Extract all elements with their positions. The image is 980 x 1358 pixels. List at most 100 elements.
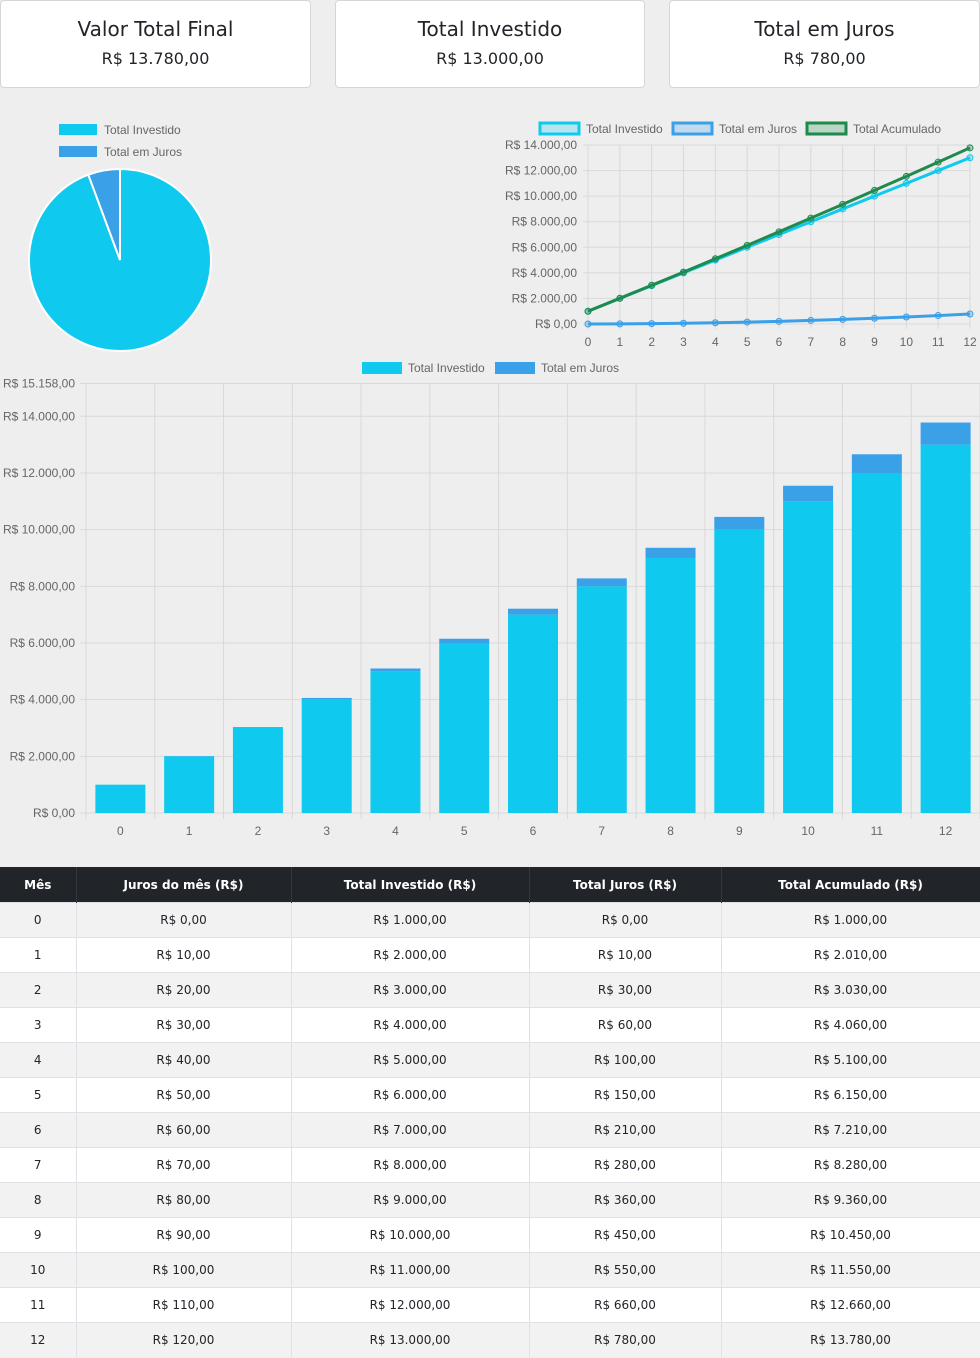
bar-x-tick-label: 6	[530, 824, 537, 838]
line-point	[648, 320, 656, 328]
table-cell: R$ 100,00	[76, 1252, 292, 1288]
table-cell: R$ 280,00	[529, 1147, 722, 1183]
table-cell: R$ 550,00	[529, 1252, 722, 1288]
table-cell: R$ 7.000,00	[291, 1112, 530, 1148]
bar-legend-label: Total em Juros	[541, 361, 619, 375]
table-cell: R$ 10,00	[529, 937, 722, 973]
table-cell: R$ 8.280,00	[721, 1147, 980, 1183]
line-x-tick-label: 1	[616, 335, 623, 349]
bar-segment-juros	[508, 608, 558, 615]
table-cell: R$ 100,00	[529, 1042, 722, 1078]
bar-segment-investido	[439, 642, 490, 813]
table-cell: R$ 2.000,00	[291, 937, 530, 973]
line-point	[839, 315, 847, 323]
bar-x-tick-label: 10	[801, 824, 815, 838]
bar-x-tick-label: 7	[598, 824, 605, 838]
table-cell: R$ 7.210,00	[721, 1112, 980, 1148]
summary-card-title: Valor Total Final	[77, 17, 234, 41]
line-legend-label: Total Investido	[586, 122, 663, 136]
bar-segment-investido	[576, 586, 627, 813]
table-cell: 9	[0, 1217, 77, 1253]
table-row: 11 R$ 110,00 R$ 12.000,00 R$ 660,00 R$ 12.66…	[0, 1287, 980, 1323]
line-point	[839, 200, 847, 208]
summary-card-value: R$ 13.780,00	[101, 49, 210, 68]
summary-card-value: R$ 780,00	[783, 49, 866, 68]
line-x-tick-label: 12	[963, 335, 977, 349]
bar-segment-investido	[370, 671, 421, 813]
bar-segment-investido	[714, 529, 765, 813]
pie-legend-swatch	[59, 124, 97, 135]
line-y-tick-label: R$ 12.000,00	[505, 164, 577, 178]
column-header-total-investido: Total Investido (R$)	[291, 867, 530, 903]
line-point	[584, 320, 592, 328]
bar-x-tick-label: 3	[323, 824, 330, 838]
table-cell: R$ 11.550,00	[721, 1252, 980, 1288]
table-row: 8 R$ 80,00 R$ 9.000,00 R$ 360,00 R$ 9.360,00	[0, 1182, 980, 1218]
table-cell: 10	[0, 1252, 77, 1288]
results-table: Mês Juros do mês (R$) Total Investido (R…	[0, 867, 980, 1357]
bar-segment-investido	[920, 444, 971, 813]
line-point	[616, 294, 624, 302]
table-row: 1 R$ 10,00 R$ 2.000,00 R$ 10,00 R$ 2.010,00	[0, 937, 980, 973]
table-cell: R$ 6.150,00	[721, 1077, 980, 1113]
table-cell: R$ 2.010,00	[721, 937, 980, 973]
bar-legend-label: Total Investido	[408, 361, 485, 375]
table-cell: R$ 1.000,00	[721, 902, 980, 938]
line-point	[966, 144, 974, 152]
summary-card-total-investido: Total Investido R$ 13.000,00	[335, 0, 645, 88]
table-cell: R$ 660,00	[529, 1287, 722, 1323]
table-cell: R$ 450,00	[529, 1217, 722, 1253]
line-x-tick-label: 2	[648, 335, 655, 349]
bar-segment-juros	[439, 638, 490, 643]
bar-x-tick-label: 8	[667, 824, 674, 838]
summary-card-total-final: Valor Total Final R$ 13.780,00	[0, 0, 311, 88]
table-cell: 11	[0, 1287, 77, 1323]
bar-segment-investido	[95, 784, 146, 813]
bar-y-tick-label: R$ 0,00	[33, 806, 75, 820]
table-cell: R$ 110,00	[76, 1287, 292, 1323]
summary-card-value: R$ 13.000,00	[436, 49, 544, 68]
table-cell: R$ 5.100,00	[721, 1042, 980, 1078]
summary-card-total-juros: Total em Juros R$ 780,00	[669, 0, 980, 88]
line-legend-label: Total em Juros	[719, 122, 797, 136]
table-cell: R$ 11.000,00	[291, 1252, 530, 1288]
bar-y-tick-label: R$ 12.000,00	[3, 466, 75, 480]
bar-segment-investido	[301, 699, 352, 813]
line-point	[934, 312, 942, 320]
table-cell: R$ 60,00	[76, 1112, 292, 1148]
bar-x-tick-label: 4	[392, 824, 399, 838]
table-row: 9 R$ 90,00 R$ 10.000,00 R$ 450,00 R$ 10.450,…	[0, 1217, 980, 1253]
line-point	[807, 316, 815, 324]
line-point	[711, 255, 719, 263]
table-cell: R$ 4.000,00	[291, 1007, 530, 1043]
line-y-tick-label: R$ 4.000,00	[512, 266, 578, 280]
table-cell: 3	[0, 1007, 77, 1043]
bar-segment-juros	[714, 516, 765, 530]
pie-chart: Total Investido Total em Juros	[28, 123, 212, 352]
bar-segment-juros	[301, 697, 352, 700]
line-x-tick-label: 9	[871, 335, 878, 349]
table-body: 0 R$ 0,00 R$ 1.000,00 R$ 0,00 R$ 1.000,00 1 R$…	[0, 902, 980, 1357]
line-point	[871, 192, 878, 200]
line-point	[680, 319, 687, 327]
table-cell: R$ 3.030,00	[721, 972, 980, 1008]
line-x-tick-label: 0	[585, 335, 592, 349]
line-point	[966, 154, 974, 162]
pie-slice-1	[87, 167, 121, 261]
table-cell: R$ 6.000,00	[291, 1077, 530, 1113]
table-cell: R$ 0,00	[529, 902, 722, 938]
line-x-tick-label: 8	[839, 335, 846, 349]
table-cell: R$ 30,00	[529, 972, 722, 1008]
line-y-tick-label: R$ 10.000,00	[505, 189, 577, 203]
line-y-tick-label: R$ 14.000,00	[505, 138, 577, 152]
table-cell: R$ 4.060,00	[721, 1007, 980, 1043]
line-legend-swatch	[671, 121, 714, 136]
line-legend-swatch	[805, 121, 848, 136]
line-y-tick-label: R$ 8.000,00	[512, 215, 578, 229]
bar-y-tick-label: R$ 15.158,00	[3, 377, 75, 391]
column-header-total-juros: Total Juros (R$)	[529, 867, 722, 903]
line-point	[934, 158, 942, 166]
line-point	[743, 318, 751, 326]
line-x-tick-label: 11	[932, 335, 945, 349]
table-cell: 8	[0, 1182, 77, 1218]
